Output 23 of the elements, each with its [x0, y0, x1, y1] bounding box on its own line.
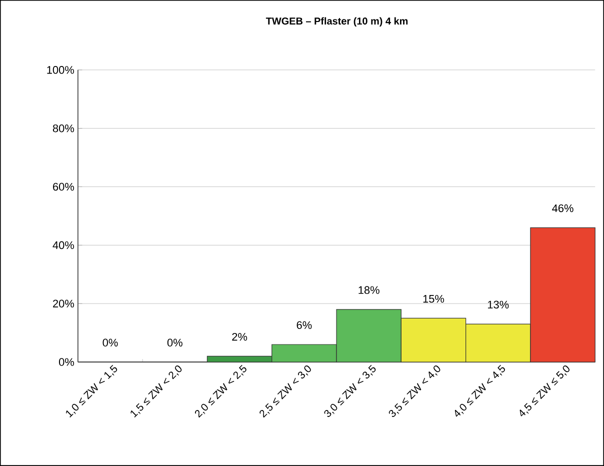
- chart-title: TWGEB – Pflaster (10 m) 4 km: [266, 17, 408, 27]
- y-tick-label: 80%: [52, 124, 74, 132]
- x-tick-label: 3,5 ≤ ZW < 4,0: [388, 366, 440, 417]
- data-label: 18%: [358, 286, 380, 294]
- y-tick-label: 100%: [47, 66, 74, 74]
- x-tick-label: 2,5 ≤ ZW < 3,0: [260, 366, 311, 418]
- x-tick-label: 1,0 ≤ ZW < 1,5: [66, 364, 118, 418]
- x-tick-label: 2,0 ≤ ZW < 2,5: [194, 364, 246, 418]
- data-label: 0%: [102, 338, 118, 347]
- y-tick-label: 0%: [58, 358, 74, 366]
- y-tick-label: 40%: [52, 241, 74, 250]
- data-label: 2%: [232, 332, 248, 341]
- x-tick-label: 1,5 ≤ ZW < 2,0: [130, 366, 182, 418]
- data-label: 6%: [296, 321, 312, 329]
- y-tick-label: 60%: [53, 182, 74, 191]
- data-label: 0%: [167, 338, 182, 347]
- data-label: 46%: [552, 204, 574, 212]
- x-tick-label: 4,0 ≤ ZW < 4,5: [454, 364, 505, 417]
- x-tick-label: 3,0 ≤ ZW < 3,5: [324, 364, 376, 417]
- x-tick-label: 4,5 ≤ ZW ≤ 5,0: [520, 366, 570, 416]
- y-tick-label: 20%: [53, 300, 74, 308]
- data-label: 13%: [488, 300, 509, 309]
- data-label: 15%: [423, 294, 444, 303]
